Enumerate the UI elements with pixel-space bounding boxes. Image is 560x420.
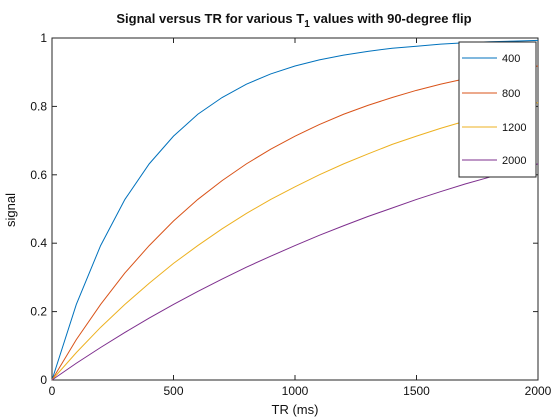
legend-label-800: 800: [502, 88, 520, 100]
y-tick-label: 1: [40, 31, 47, 45]
chart-title: Signal versus TR for various T1 values w…: [116, 11, 471, 30]
y-axis-label: signal: [3, 193, 18, 227]
x-tick-label: 1000: [282, 384, 309, 398]
series-line-2000: [51, 163, 539, 381]
y-tick-label: 0.8: [30, 99, 47, 113]
x-tick-label: 500: [163, 384, 183, 398]
x-axis-label: TR (ms): [272, 402, 319, 417]
series-line-800: [51, 65, 539, 381]
y-tick-label: 0.6: [30, 168, 47, 182]
x-tick-label: 1500: [403, 384, 430, 398]
x-tick-label: 0: [49, 384, 56, 398]
legend-label-400: 400: [502, 53, 520, 65]
series-line-1200: [51, 102, 539, 381]
x-tick-label: 2000: [525, 384, 552, 398]
y-tick-label: 0.4: [30, 236, 47, 250]
legend-label-2000: 2000: [502, 155, 526, 167]
legend-label-1200: 1200: [502, 122, 526, 134]
legend-box: [458, 41, 537, 178]
legend: 400 800 1200 2000: [458, 41, 537, 178]
series-line-400: [51, 39, 539, 381]
y-tick-label: 0: [40, 373, 47, 387]
y-tick-label: 0.2: [30, 305, 47, 319]
plot-area: 0 500 1000 1500 2000 0 0.2 0.4 0.6 0.8 1: [30, 31, 551, 398]
